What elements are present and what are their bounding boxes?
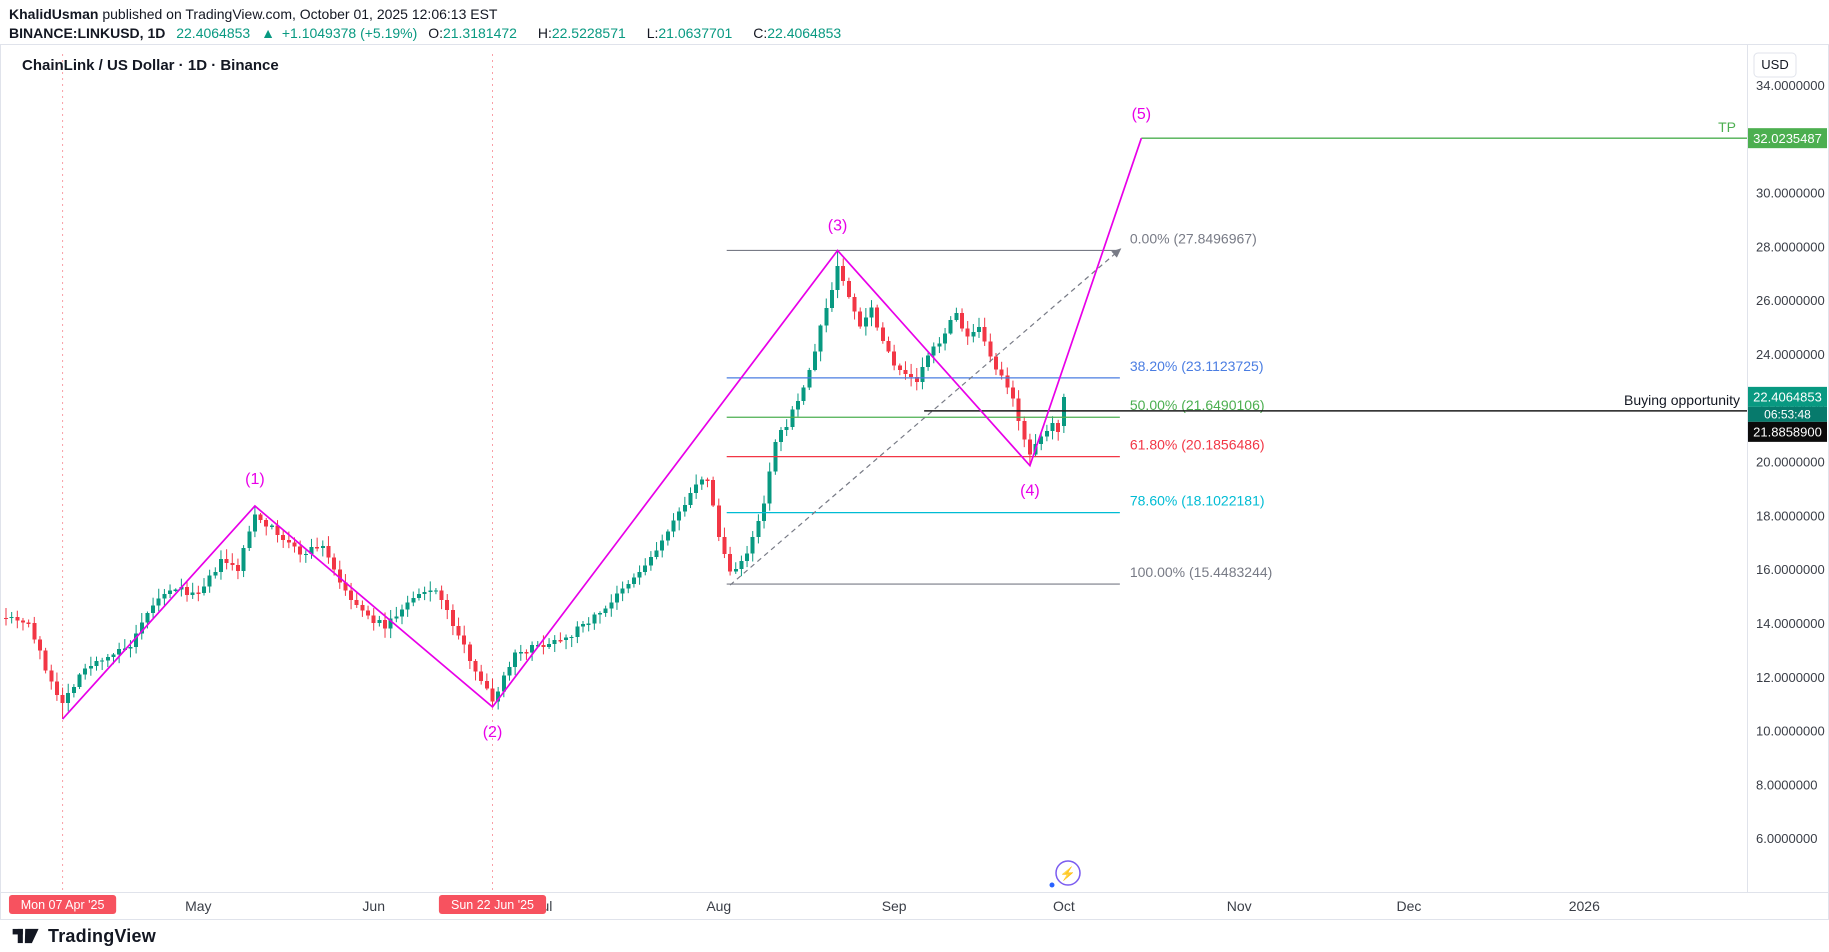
high-value: 22.5228571: [551, 25, 626, 41]
wave-label-3: (3): [828, 217, 848, 234]
buying-opportunity-label: Buying opportunity: [1624, 392, 1740, 408]
price-tick-label: 16.0000000: [1756, 562, 1825, 577]
close-value: 22.4064853: [767, 25, 842, 41]
event-date-badge: [8, 895, 117, 914]
price-tick-label: 6.0000000: [1756, 831, 1817, 846]
low-value: 21.0637701: [658, 25, 733, 41]
fib-level-label: 0.00% (27.8496967): [1130, 230, 1257, 246]
event-date-badge-label: Sun 22 Jun '25: [451, 898, 534, 912]
footer-bar: TradingView: [0, 920, 1829, 952]
time-tick-label: Oct: [1053, 898, 1075, 914]
price-chart-canvas[interactable]: 0.00% (27.8496967) 38.20% (23.1123725) 50.…: [0, 44, 1829, 920]
high-pair: H:22.5228571: [538, 25, 636, 41]
price-tick-label: 26.0000000: [1756, 293, 1825, 308]
bar-countdown-badge-label: 06:53:48: [1764, 408, 1811, 422]
close-label: C:: [753, 25, 768, 41]
price-tick-label: 28.0000000: [1756, 239, 1825, 254]
lightning-icon: ⚡: [1060, 866, 1076, 882]
tp-price-badge: [1748, 128, 1827, 149]
published-info: published on TradingView.com, October 01…: [98, 6, 498, 22]
open-pair: O:21.3181472: [428, 25, 527, 41]
price-axis[interactable]: 34.000000032.000000030.000000028.0000000…: [1756, 78, 1825, 846]
wave-label-5: (5): [1132, 106, 1152, 123]
low-pair: L:21.0637701: [647, 25, 743, 41]
high-label: H:: [537, 25, 552, 41]
price-tick-label: 30.0000000: [1756, 186, 1825, 201]
fib-retracement: 0.00% (27.8496967) 38.20% (23.1123725) 50.…: [726, 230, 1272, 585]
published-line: KhalidUsman published on TradingView.com…: [9, 5, 1829, 24]
price-tick-label: 34.0000000: [1756, 78, 1825, 93]
price-tick-label: 10.0000000: [1756, 724, 1825, 739]
boost-icon[interactable]: ⚡: [1049, 860, 1081, 888]
time-tick-label: May: [185, 898, 211, 914]
low-label: L:: [646, 25, 659, 41]
wave-label-2: (2): [483, 724, 503, 741]
tradingview-logo-icon[interactable]: [12, 925, 40, 947]
time-tick-label: 2026: [1569, 898, 1600, 914]
fib-level-label: 100.00% (15.4483244): [1130, 564, 1272, 580]
fib-level-label: 38.20% (23.1123725): [1130, 358, 1264, 374]
wave-label-1: (1): [245, 471, 265, 488]
publish-header: KhalidUsman published on TradingView.com…: [0, 0, 1829, 44]
fib-level-label: 78.60% (18.1022181): [1130, 493, 1265, 509]
event-date-badge-label: Mon 07 Apr '25: [21, 898, 105, 912]
event-vertical-lines: [62, 54, 494, 892]
time-tick-label: Jun: [362, 898, 385, 914]
currency-button-label: USD: [1761, 57, 1788, 72]
time-tick-label: Nov: [1227, 898, 1252, 914]
tp-price-badge-label: 32.0235487: [1753, 131, 1822, 146]
tradingview-wordmark[interactable]: TradingView: [48, 925, 156, 946]
open-value: 21.3181472: [442, 25, 517, 41]
candles-layer: [4, 250, 1066, 720]
close-pair: C:22.4064853: [753, 25, 851, 41]
current-price-badge: [1748, 386, 1827, 407]
alert-price-badge-label: 21.8858900: [1753, 425, 1822, 440]
last-price: 22.4064853: [176, 25, 251, 41]
bar-countdown-badge: [1748, 406, 1827, 422]
chart-title: ChainLink / US Dollar · 1D · Binance: [22, 57, 279, 74]
author-name: KhalidUsman: [9, 6, 99, 22]
price-tick-label: 14.0000000: [1756, 616, 1825, 631]
time-tick-label: Sep: [882, 898, 907, 914]
price-tick-label: 24.0000000: [1756, 347, 1825, 362]
symbol-name: BINANCE:LINKUSD, 1D: [9, 25, 166, 41]
symbol-info-bar: BINANCE:LINKUSD, 1D 22.4064853 ▲ +1.1049…: [9, 24, 1829, 43]
open-label: O:: [428, 25, 443, 41]
price-tick-label: 12.0000000: [1756, 670, 1825, 685]
time-tick-label: Dec: [1396, 898, 1421, 914]
alert-price-badge: [1748, 421, 1827, 442]
price-tick-label: 20.0000000: [1756, 455, 1825, 470]
fib-level-label: 50.00% (21.6490106): [1130, 397, 1265, 413]
current-price-badge-label: 22.4064853: [1753, 390, 1822, 405]
chart-panel: 0.00% (27.8496967) 38.20% (23.1123725) 50.…: [0, 44, 1829, 920]
tp-label: TP: [1718, 119, 1736, 135]
currency-button[interactable]: USD: [1753, 52, 1797, 78]
time-tick-label: Aug: [706, 898, 731, 914]
change-arrow-icon: ▲: [261, 25, 275, 41]
price-tick-label: 8.0000000: [1756, 777, 1817, 792]
time-axis[interactable]: MayJunJulAugSepOctNovDec2026Mon 07 Apr '…: [8, 895, 1600, 914]
wave-label-4: (4): [1020, 483, 1040, 500]
event-date-badge: [438, 895, 547, 914]
dashed-trendline[interactable]: [729, 248, 1122, 586]
price-tick-label: 18.0000000: [1756, 508, 1825, 523]
elliott-wave-line[interactable]: [61, 137, 1143, 720]
fib-level-label: 61.80% (20.1856486): [1130, 437, 1265, 453]
price-change: +1.1049378 (+5.19%): [281, 25, 418, 41]
boost-dot-icon: [1049, 882, 1055, 888]
